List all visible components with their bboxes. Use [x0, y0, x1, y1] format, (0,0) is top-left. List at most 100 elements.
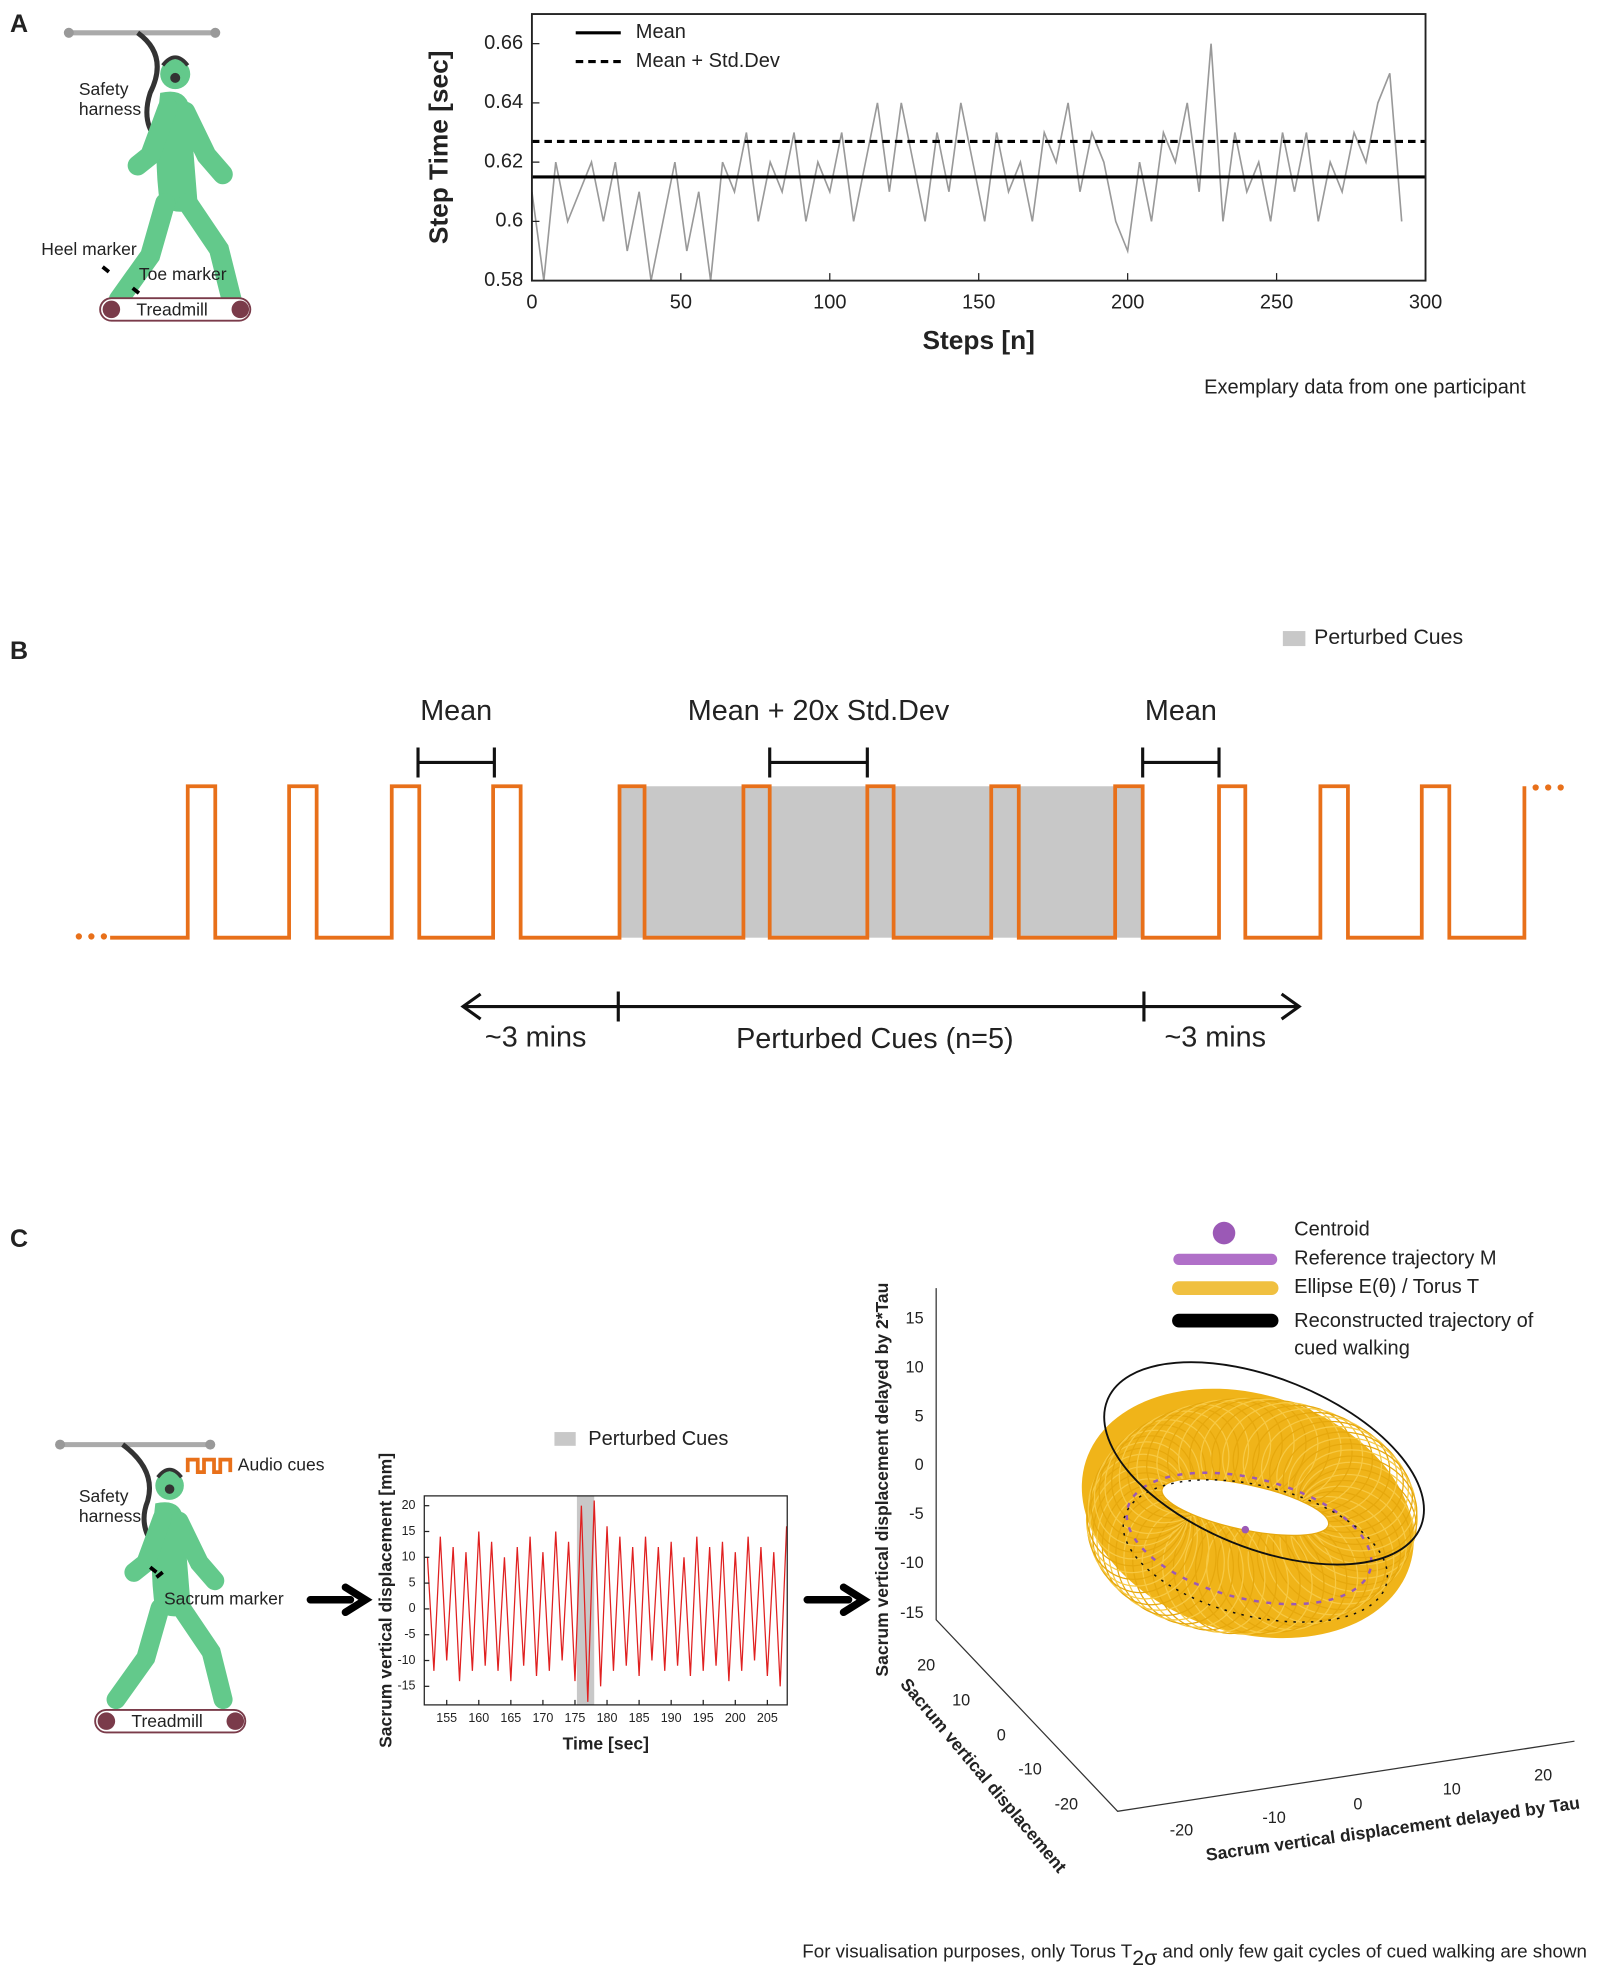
note: Exemplary data from one participant [1204, 377, 1526, 399]
y-tick-label: 10 [402, 1550, 416, 1564]
data-line [531, 43, 1403, 281]
panel-label: B [10, 637, 28, 665]
legend-label: Mean [636, 21, 686, 43]
interval-bracket [768, 747, 869, 778]
duration-label: ~3 mins [485, 1022, 587, 1054]
y-tick-label: -5 [404, 1627, 415, 1641]
marker [101, 265, 141, 295]
note: For visualisation purposes, only Torus T… [802, 1941, 1587, 1970]
torus-strand [1297, 1455, 1418, 1559]
x-tick-label: 175 [565, 1711, 586, 1725]
x-tick-label: 50 [670, 291, 692, 313]
legend-text: Reference trajectory M [1294, 1248, 1496, 1270]
figure-label: Toe marker [139, 264, 227, 284]
roller [231, 300, 250, 319]
walker-figure [108, 55, 242, 310]
ellipsis-dot [75, 933, 82, 940]
centroid [1241, 1525, 1250, 1534]
rail-end [205, 1439, 216, 1450]
y-tick-label: 15 [402, 1524, 416, 1538]
data-line [426, 1500, 788, 1702]
torus-strand [1260, 1416, 1383, 1518]
interval-bracket [416, 747, 496, 778]
legend-text: Ellipse E(θ) / Torus T [1294, 1276, 1479, 1298]
figure-label: harness [79, 99, 142, 119]
cue-train [110, 784, 1527, 940]
limb [171, 1598, 233, 1710]
x-tick-label: 200 [725, 1711, 746, 1725]
ellipsis-dot [1545, 784, 1552, 791]
figure-label: harness [79, 1506, 142, 1526]
perturbed-region [619, 786, 1143, 938]
x-tick-label: 180 [597, 1711, 618, 1725]
duration-label: Perturbed Cues (n=5) [736, 1023, 1013, 1055]
treadmill [94, 1708, 247, 1734]
ellipsis-dot [88, 933, 95, 940]
y-tick-label: 20 [402, 1498, 416, 1512]
panel-label: A [10, 10, 28, 38]
x-tick-label: 190 [661, 1711, 682, 1725]
reconstructed-trajectory [1122, 1479, 1389, 1623]
torus-strand [1298, 1461, 1418, 1566]
legend-label: Mean + Std.Dev [636, 50, 780, 72]
legend-swatch [554, 1432, 576, 1446]
x-tick-label: 100 [813, 291, 846, 313]
legend-label: Centroid [1294, 1219, 1370, 1241]
treadmill [99, 297, 252, 322]
x-tick-label: 165 [500, 1711, 521, 1725]
torus-hole [1161, 1478, 1330, 1537]
x-axis-label: Steps [n] [923, 325, 1035, 355]
figure-label: Audio cues [238, 1454, 325, 1474]
legend-swatch [1212, 1221, 1236, 1245]
y-tick-label: 0.64 [484, 91, 523, 113]
limb [127, 97, 178, 176]
duration-label: ~3 mins [1165, 1022, 1267, 1054]
figure-label: Heel marker [41, 239, 137, 259]
reference-trajectory [1125, 1471, 1373, 1606]
x-tick-label: 200 [1111, 291, 1144, 313]
torus-strand [1092, 1472, 1195, 1594]
limb [175, 101, 233, 185]
interval-label: Mean [1145, 695, 1217, 727]
x-tick-label: 0 [1353, 1795, 1362, 1813]
y-tick-label: 0 [997, 1726, 1006, 1744]
plot-frame [423, 1495, 788, 1706]
headphone-ear [170, 72, 181, 83]
legend-label: Perturbed Cues [1314, 625, 1463, 649]
axis-3d [935, 1288, 1575, 1812]
y-tick-label: -10 [397, 1653, 415, 1667]
figure-label: Treadmill [136, 299, 207, 319]
x-tick-label: 150 [962, 291, 995, 313]
x-tick-label: 160 [468, 1711, 489, 1725]
z-tick-label: 5 [915, 1407, 924, 1425]
x-tick-label: -10 [1262, 1809, 1286, 1827]
y-tick-label: -15 [397, 1679, 415, 1693]
z-tick-label: 0 [915, 1456, 924, 1474]
z-tick-label: 10 [906, 1359, 924, 1377]
limb [177, 193, 242, 310]
x-tick-label: 300 [1409, 291, 1442, 313]
panel-label: C [10, 1225, 28, 1253]
legend-label: Perturbed Cues [588, 1428, 728, 1450]
flow-arrow [803, 1583, 871, 1617]
x-tick-label: 195 [693, 1711, 714, 1725]
headphone [161, 55, 190, 67]
x-tick-label: 170 [532, 1711, 553, 1725]
ellipsis-dot [100, 933, 108, 940]
note-text: For visualisation purposes, only Torus T [802, 1941, 1132, 1962]
x-tick-label: 250 [1260, 291, 1293, 313]
interval-label: Mean + 20x Std.Dev [688, 695, 950, 727]
rail-end [210, 27, 221, 38]
y-tick-label: 0.6 [495, 210, 523, 232]
limb [108, 193, 176, 310]
rail-end [55, 1439, 66, 1450]
limb [169, 1511, 225, 1591]
legend-text: cued walking [1294, 1338, 1410, 1360]
roller [226, 1712, 245, 1730]
limb [106, 1598, 170, 1710]
marker [149, 1565, 164, 1579]
z-axis-label: Sacrum vertical displacement delayed by … [872, 1283, 892, 1677]
figure-label: Treadmill [131, 1711, 202, 1731]
flow-arrow [306, 1583, 373, 1617]
